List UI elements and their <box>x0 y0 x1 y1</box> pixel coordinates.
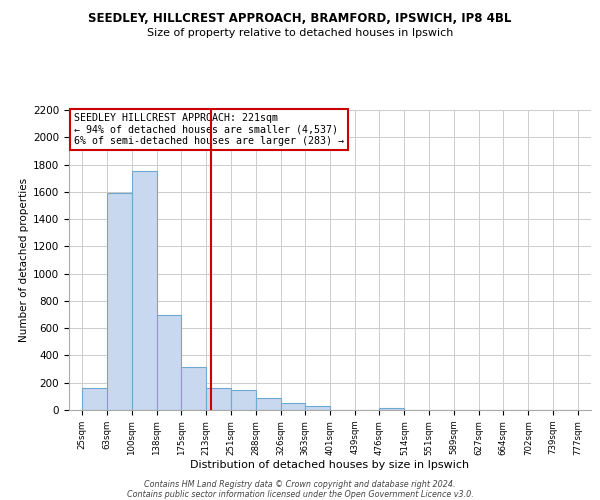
Bar <box>379 408 404 410</box>
Bar <box>181 367 206 410</box>
Bar <box>256 398 281 410</box>
Bar <box>281 403 305 410</box>
Text: SEEDLEY, HILLCREST APPROACH, BRAMFORD, IPSWICH, IP8 4BL: SEEDLEY, HILLCREST APPROACH, BRAMFORD, I… <box>88 12 512 26</box>
Text: Contains HM Land Registry data © Crown copyright and database right 2024.: Contains HM Land Registry data © Crown c… <box>144 480 456 489</box>
Bar <box>305 406 330 410</box>
X-axis label: Distribution of detached houses by size in Ipswich: Distribution of detached houses by size … <box>190 460 470 470</box>
Bar <box>206 388 231 410</box>
Bar <box>157 314 181 410</box>
Text: SEEDLEY HILLCREST APPROACH: 221sqm
← 94% of detached houses are smaller (4,537)
: SEEDLEY HILLCREST APPROACH: 221sqm ← 94%… <box>74 113 344 146</box>
Bar <box>107 193 131 410</box>
Bar <box>131 172 157 410</box>
Bar <box>82 388 107 410</box>
Bar <box>231 390 256 410</box>
Text: Size of property relative to detached houses in Ipswich: Size of property relative to detached ho… <box>147 28 453 38</box>
Text: Contains public sector information licensed under the Open Government Licence v3: Contains public sector information licen… <box>127 490 473 499</box>
Y-axis label: Number of detached properties: Number of detached properties <box>19 178 29 342</box>
